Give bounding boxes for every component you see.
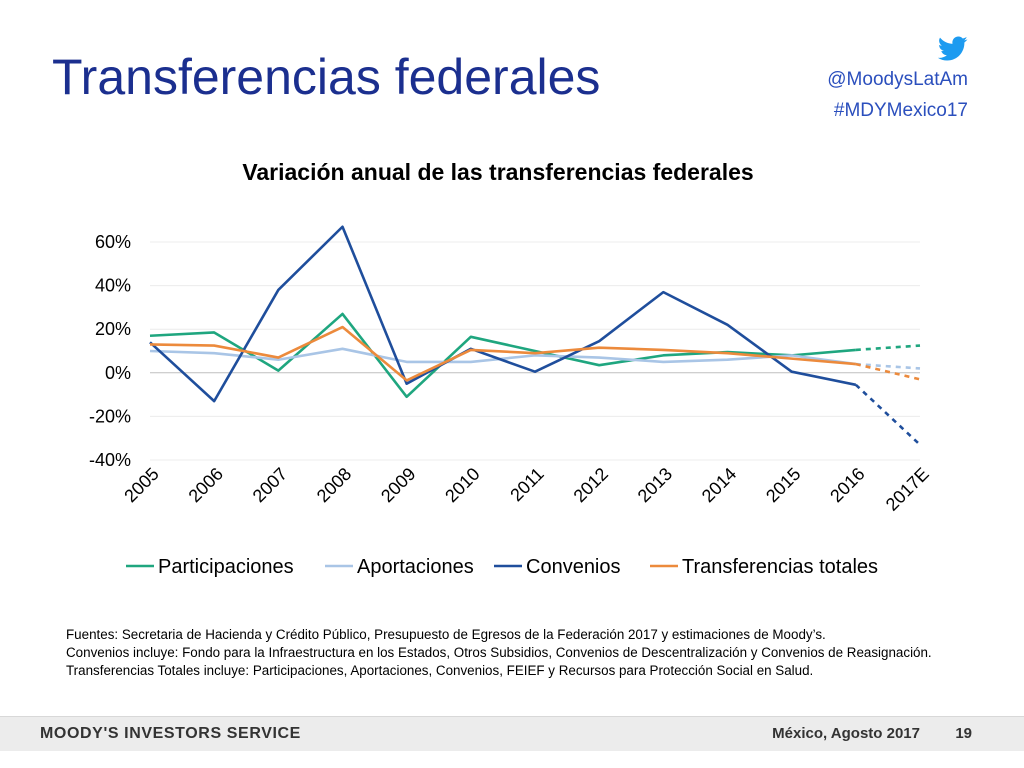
x-tick-label: 2016 [826, 464, 868, 506]
footer-bar: MOODY'S INVESTORS SERVICE México, Agosto… [0, 716, 1024, 751]
note-convenios: Convenios incluye: Fondo para la Infraes… [66, 645, 932, 660]
legend-label-aportaciones: Aportaciones [357, 556, 474, 578]
series-line-transferencias-totales [149, 325, 856, 382]
x-tick-label: 2008 [313, 464, 355, 506]
x-axis: 2005 2006 2007 2008 2009 2010 2011 2012 2013 2014… [120, 464, 932, 515]
x-tick-label: 2011 [506, 464, 548, 506]
series-line-estimate-convenios [854, 383, 921, 446]
chart-svg: Variación anual de las transferencias fe… [89, 159, 933, 578]
x-tick-label: 2014 [698, 464, 740, 506]
series-line-estimate-participaciones [855, 344, 921, 352]
series-line-convenios [149, 225, 857, 403]
x-tick-label: 2009 [377, 464, 419, 506]
brand-name: MOODY'S INVESTORS SERVICE [40, 725, 301, 742]
y-tick-label: 20% [95, 319, 131, 339]
x-tick-label: 2010 [441, 464, 483, 506]
y-tick-label: 40% [95, 276, 131, 296]
x-tick-label: 2015 [762, 464, 804, 506]
slide-title: Transferencias federales [52, 49, 601, 105]
x-tick-label: 2012 [570, 464, 612, 506]
x-tick-label: 2017E [882, 464, 933, 515]
source-notes: Fuentes: Secretaria de Hacienda y Crédit… [66, 626, 986, 680]
y-tick-label: 60% [95, 232, 131, 252]
y-tick-label: -20% [89, 406, 131, 426]
page-number: 19 [955, 725, 972, 742]
event-hashtag[interactable]: #MDYMexico17 [833, 100, 968, 121]
x-tick-label: 2006 [185, 464, 227, 506]
y-tick-label: -40% [89, 450, 131, 470]
legend-label-transferencias-totales: Transferencias totales [682, 556, 878, 578]
x-tick-label: 2005 [120, 464, 162, 506]
chart-title: Variación anual de las transferencias fe… [242, 159, 753, 185]
x-tick-label: 2013 [634, 464, 676, 506]
y-tick-label: 0% [105, 363, 131, 383]
twitter-handle[interactable]: @MoodysLatAm [827, 69, 968, 90]
legend-label-convenios: Convenios [526, 556, 621, 578]
series-line-aportaciones [149, 347, 857, 366]
chart-series [149, 225, 921, 446]
twitter-icon [827, 36, 968, 64]
series-line-estimate-transferencias-totales [855, 362, 921, 381]
note-sources: Fuentes: Secretaria de Hacienda y Crédit… [66, 627, 826, 642]
social-block: @MoodysLatAm #MDYMexico17 [827, 36, 968, 126]
chart-legend: Participaciones Aportaciones Convenios Tran… [126, 556, 878, 578]
series-line-participaciones [149, 312, 856, 399]
footer-date: México, Agosto 2017 [772, 725, 920, 742]
legend-label-participaciones: Participaciones [158, 556, 294, 578]
note-total-transfers: Transferencias Totales incluye: Particip… [66, 663, 814, 678]
y-axis: 60% 40% 20% 0% -20% -40% [89, 232, 131, 470]
x-tick-label: 2007 [249, 464, 291, 506]
line-chart: Variación anual de las transferencias fe… [0, 140, 1024, 590]
series-line-estimate-aportaciones [855, 362, 921, 370]
chart-gridlines [150, 241, 920, 461]
